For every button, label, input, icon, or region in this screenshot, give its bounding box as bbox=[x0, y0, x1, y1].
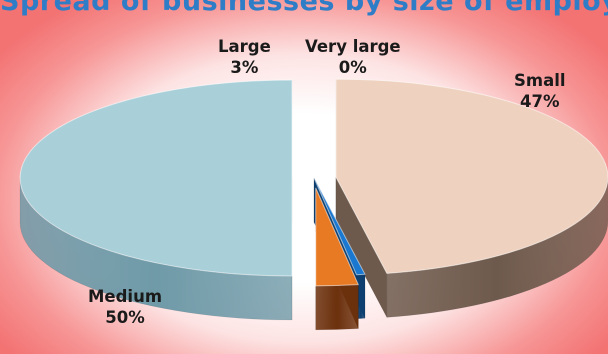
slice-large bbox=[315, 187, 360, 287]
pie-tops bbox=[19, 78, 608, 287]
label-name: Medium bbox=[88, 287, 163, 306]
data-label-very-large: Very large 0% bbox=[305, 36, 401, 78]
slice-medium bbox=[19, 79, 293, 277]
data-label-medium: Medium 50% bbox=[88, 286, 162, 328]
label-name: Small bbox=[514, 71, 566, 90]
label-value: 0% bbox=[338, 58, 367, 77]
slice-very-large bbox=[313, 177, 366, 276]
label-value: 47% bbox=[520, 92, 560, 111]
label-value: 50% bbox=[105, 308, 145, 327]
slice-small bbox=[335, 78, 608, 274]
label-name: Very large bbox=[305, 37, 401, 56]
label-value: 3% bbox=[230, 58, 259, 77]
slice-side-large bbox=[315, 284, 359, 331]
data-label-small: Small 47% bbox=[514, 70, 566, 112]
chart-title: Spread of businesses by size of employer bbox=[0, 0, 608, 17]
data-label-large: Large 3% bbox=[218, 36, 271, 78]
label-name: Large bbox=[218, 37, 271, 56]
